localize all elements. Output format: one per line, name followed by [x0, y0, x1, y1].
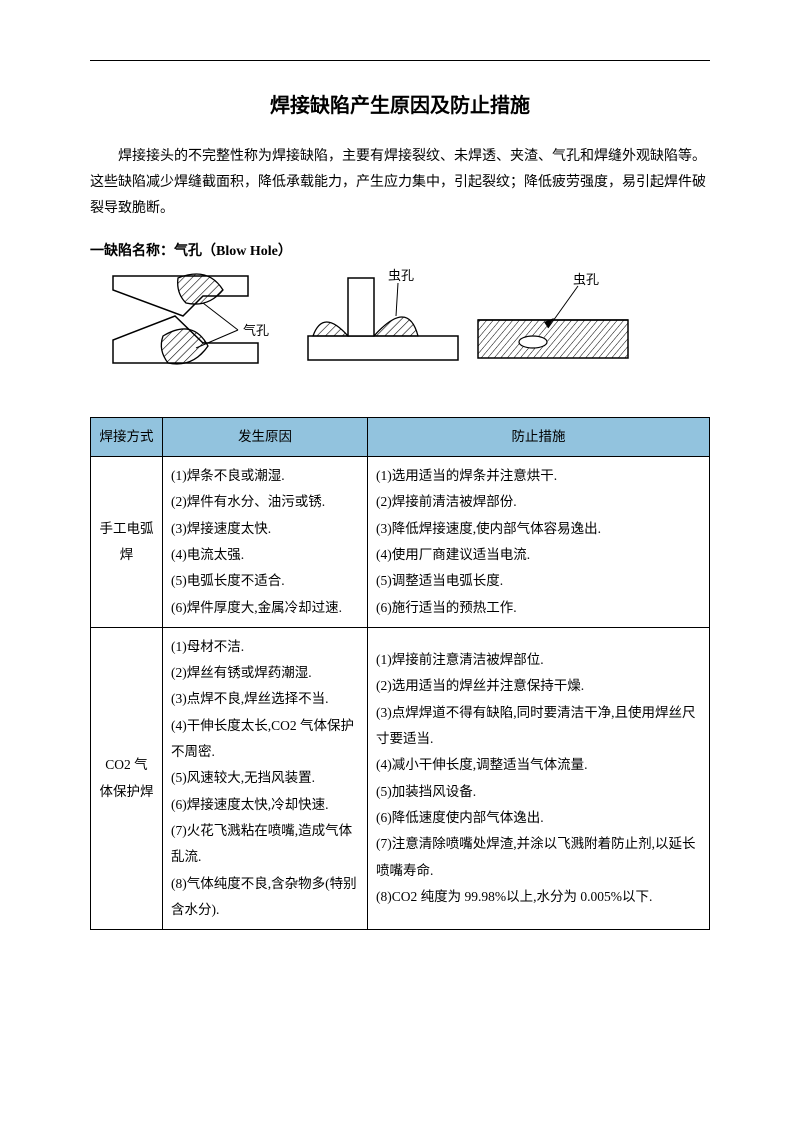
prevent-line: (6)降低速度使内部气体逸出. [376, 805, 701, 831]
prevent-line: (8)CO2 纯度为 99.98%以上,水分为 0.005%以下. [376, 884, 701, 910]
top-rule [90, 60, 710, 61]
cause-line: (7)火花飞溅粘在喷嘴,造成气体乱流. [171, 818, 359, 871]
table-row: 手工电弧焊 (1)焊条不良或潮湿. (2)焊件有水分、油污或锈. (3)焊接速度… [91, 456, 710, 627]
cause-line: (4)干伸长度太长,CO2 气体保护不周密. [171, 713, 359, 766]
cause-line: (1)焊条不良或潮湿. [171, 463, 359, 489]
label-qikong: 气孔 [243, 323, 269, 338]
cause-line: (2)焊丝有锈或焊药潮湿. [171, 660, 359, 686]
intro-paragraph: 焊接接头的不完整性称为焊接缺陷，主要有焊接裂纹、未焊透、夹渣、气孔和焊缝外观缺陷… [90, 144, 710, 222]
cause-cell-0: (1)焊条不良或潮湿. (2)焊件有水分、油污或锈. (3)焊接速度太快. (4… [163, 456, 368, 627]
prevent-line: (1)焊接前注意清洁被焊部位. [376, 647, 701, 673]
table-header-row: 焊接方式 发生原因 防止措施 [91, 417, 710, 456]
label-chongkong-1: 虫孔 [388, 268, 414, 283]
diagram-svg: 气孔 虫孔 [108, 268, 638, 398]
col-prevent: 防止措施 [368, 417, 710, 456]
cause-line: (5)风速较大,无挡风装置. [171, 765, 359, 791]
prevent-cell-0: (1)选用适当的焊条并注意烘干. (2)焊接前清洁被焊部份. (3)降低焊接速度… [368, 456, 710, 627]
cause-line: (4)电流太强. [171, 542, 359, 568]
defect-table: 焊接方式 发生原因 防止措施 手工电弧焊 (1)焊条不良或潮湿. (2)焊件有水… [90, 417, 710, 931]
prevent-line: (2)选用适当的焊丝并注意保持干燥. [376, 673, 701, 699]
prevent-line: (7)注意清除喷嘴处焊渣,并涂以飞溅附着防止剂,以延长喷嘴寿命. [376, 831, 701, 884]
cause-line: (2)焊件有水分、油污或锈. [171, 489, 359, 515]
prevent-line: (5)调整适当电弧长度. [376, 568, 701, 594]
cause-line: (1)母材不洁. [171, 634, 359, 660]
prevent-line: (4)使用厂商建议适当电流. [376, 542, 701, 568]
cause-cell-1: (1)母材不洁. (2)焊丝有锈或焊药潮湿. (3)点焊不良,焊丝选择不当. (… [163, 627, 368, 929]
document-page: 焊接缺陷产生原因及防止措施 焊接接头的不完整性称为焊接缺陷，主要有焊接裂纹、未焊… [0, 0, 800, 1132]
prevent-line: (5)加装挡风设备. [376, 779, 701, 805]
defect-name-label: 一缺陷名称：气孔（Blow Hole） [90, 240, 710, 260]
col-method: 焊接方式 [91, 417, 163, 456]
prevent-line: (4)减小干伸长度,调整适当气体流量. [376, 752, 701, 778]
page-title: 焊接缺陷产生原因及防止措施 [90, 89, 710, 118]
cause-line: (5)电弧长度不适合. [171, 568, 359, 594]
prevent-line: (2)焊接前清洁被焊部份. [376, 489, 701, 515]
prevent-cell-1: (1)焊接前注意清洁被焊部位. (2)选用适当的焊丝并注意保持干燥. (3)点焊… [368, 627, 710, 929]
label-chongkong-2: 虫孔 [573, 272, 599, 287]
cause-line: (6)焊接速度太快,冷却快速. [171, 792, 359, 818]
cause-line: (8)气体纯度不良,含杂物多(特别含水分). [171, 871, 359, 924]
cause-line: (3)点焊不良,焊丝选择不当. [171, 686, 359, 712]
prevent-line: (1)选用适当的焊条并注意烘干. [376, 463, 701, 489]
col-cause: 发生原因 [163, 417, 368, 456]
prevent-line: (3)降低焊接速度,使内部气体容易逸出. [376, 516, 701, 542]
method-cell-0: 手工电弧焊 [91, 456, 163, 627]
prevent-line: (3)点焊焊道不得有缺陷,同时要清洁干净,且使用焊丝尺寸要适当. [376, 700, 701, 753]
cause-line: (3)焊接速度太快. [171, 516, 359, 542]
prevent-line: (6)施行适当的预热工作. [376, 595, 701, 621]
cause-line: (6)焊件厚度大,金属冷却过速. [171, 595, 359, 621]
blow-hole-diagram: 气孔 虫孔 [108, 268, 710, 403]
table-row: CO2 气体保护焊 (1)母材不洁. (2)焊丝有锈或焊药潮湿. (3)点焊不良… [91, 627, 710, 929]
method-cell-1: CO2 气体保护焊 [91, 627, 163, 929]
